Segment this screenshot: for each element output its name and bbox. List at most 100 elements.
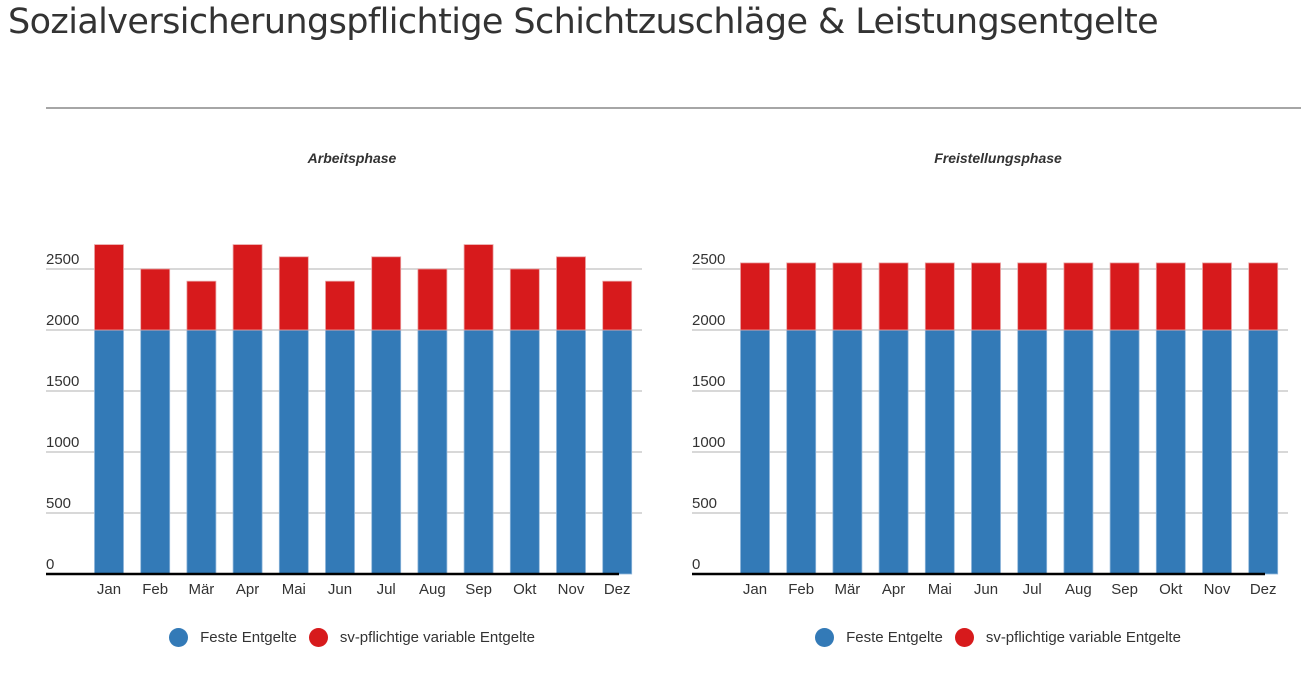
bar-feste-entgelte (1109, 329, 1140, 575)
y-tick-label: 500 (46, 495, 71, 512)
legend-item-variable-entgelte[interactable]: sv-pflichtige variable Entgelte (954, 628, 1181, 647)
bar-feste-entgelte (602, 329, 633, 575)
x-tick-label: Okt (1159, 581, 1183, 598)
bar-variable-entgelte (232, 244, 263, 331)
x-tick-label: Apr (882, 581, 905, 598)
chart-freistellungsphase: Freistellungsphase 0 500 1000 1500 2000 2500 J… (688, 130, 1308, 670)
bar-feste-entgelte (1063, 329, 1094, 575)
bar-feste-entgelte (232, 329, 263, 575)
legend-item-variable-entgelte[interactable]: sv-pflichtige variable Entgelte (308, 628, 535, 647)
x-tick-label: Dez (1250, 581, 1277, 598)
bar-variable-entgelte (509, 268, 540, 331)
y-tick-label: 1000 (46, 434, 79, 451)
x-tick-label: Jan (743, 581, 767, 598)
x-tick-label: Jul (1023, 581, 1042, 598)
legend-dot-icon (954, 628, 974, 647)
bar-feste-entgelte (371, 329, 402, 575)
bar-variable-entgelte (417, 268, 448, 331)
bar-feste-entgelte (924, 329, 955, 575)
y-tick-label: 0 (692, 556, 700, 573)
chart-legend: Feste Entgelte sv-pflichtige variable En… (42, 628, 662, 647)
bar-variable-entgelte (1063, 262, 1094, 331)
bar-variable-entgelte (786, 262, 817, 331)
bar-variable-entgelte (1155, 262, 1186, 331)
legend-label: Feste Entgelte (200, 629, 297, 646)
y-tick-label: 1500 (692, 373, 725, 390)
legend-item-feste-entgelte[interactable]: Feste Entgelte (815, 628, 943, 647)
y-tick-label: 500 (692, 495, 717, 512)
bar-variable-entgelte (740, 262, 770, 331)
x-tick-label: Feb (142, 581, 168, 598)
x-tick-label: Mai (282, 581, 306, 598)
legend-label: sv-pflichtige variable Entgelte (339, 629, 535, 646)
legend-dot-icon (308, 628, 328, 647)
bar-variable-entgelte (832, 262, 863, 331)
bar-feste-entgelte (278, 329, 309, 575)
x-tick-label: Aug (419, 581, 446, 598)
x-tick-label: Nov (558, 581, 585, 598)
bar-feste-entgelte (186, 329, 217, 575)
legend-label: sv-pflichtige variable Entgelte (985, 629, 1181, 646)
bar-feste-entgelte (94, 329, 124, 575)
y-tick-label: 0 (46, 556, 54, 573)
x-tick-label: Okt (513, 581, 537, 598)
legend-item-feste-entgelte[interactable]: Feste Entgelte (169, 628, 297, 647)
legend-dot-icon (815, 628, 835, 647)
x-tick-label: Mär (834, 581, 860, 598)
y-tick-label: 2500 (46, 251, 79, 268)
chart-title: Arbeitsphase (307, 150, 397, 166)
bar-variable-entgelte (325, 280, 355, 331)
bar-feste-entgelte (1155, 329, 1186, 575)
bar-variable-entgelte (186, 280, 217, 331)
x-tick-label: Sep (465, 581, 492, 598)
legend-label: Feste Entgelte (846, 629, 943, 646)
bar-variable-entgelte (1017, 262, 1048, 331)
bar-feste-entgelte (325, 329, 355, 575)
bar-feste-entgelte (786, 329, 817, 575)
x-tick-label: Sep (1111, 581, 1138, 598)
chart-legend: Feste Entgelte sv-pflichtige variable En… (688, 628, 1308, 647)
x-tick-label: Apr (236, 581, 259, 598)
bar-variable-entgelte (602, 280, 633, 331)
bar-feste-entgelte (140, 329, 171, 575)
y-tick-label: 1000 (692, 434, 725, 451)
x-tick-label: Jun (328, 581, 352, 598)
bar-feste-entgelte (509, 329, 540, 575)
page-title: Sozialversicherungspflichtige Schichtzus… (8, 2, 1159, 42)
x-tick-label: Mai (928, 581, 952, 598)
x-tick-label: Dez (604, 581, 631, 598)
bar-feste-entgelte (740, 329, 770, 575)
bar-variable-entgelte (463, 244, 494, 331)
chart-arbeitsphase: Arbeitsphase 0 500 1000 1500 2000 2500 Jan Feb M… (42, 130, 662, 670)
bar-variable-entgelte (924, 262, 955, 331)
bar-feste-entgelte (832, 329, 863, 575)
x-tick-label: Mär (188, 581, 214, 598)
y-tick-label: 1500 (46, 373, 79, 390)
chart-plot-area: 0 500 1000 1500 2000 2500 Jan Feb Mär Apr Mai Jun Ju… (692, 251, 1288, 598)
bar-feste-entgelte (463, 329, 494, 575)
bar-variable-entgelte (140, 268, 171, 331)
bar-variable-entgelte (1202, 262, 1232, 331)
bar-feste-entgelte (1248, 329, 1279, 575)
bar-feste-entgelte (971, 329, 1001, 575)
x-tick-label: Nov (1204, 581, 1231, 598)
bar-feste-entgelte (878, 329, 909, 575)
bar-variable-entgelte (94, 244, 124, 331)
y-tick-label: 2000 (46, 312, 79, 329)
y-tick-label: 2500 (692, 251, 725, 268)
bar-variable-entgelte (1109, 262, 1140, 331)
x-tick-label: Feb (788, 581, 814, 598)
bar-variable-entgelte (556, 256, 586, 331)
legend-dot-icon (169, 628, 189, 647)
bar-feste-entgelte (417, 329, 448, 575)
x-tick-label: Jul (377, 581, 396, 598)
bar-variable-entgelte (971, 262, 1001, 331)
x-tick-label: Jan (97, 581, 121, 598)
bar-variable-entgelte (1248, 262, 1279, 331)
bar-feste-entgelte (1202, 329, 1232, 575)
bar-variable-entgelte (278, 256, 309, 331)
title-divider (46, 107, 1301, 109)
bar-feste-entgelte (556, 329, 586, 575)
bar-variable-entgelte (878, 262, 909, 331)
x-tick-label: Jun (974, 581, 998, 598)
